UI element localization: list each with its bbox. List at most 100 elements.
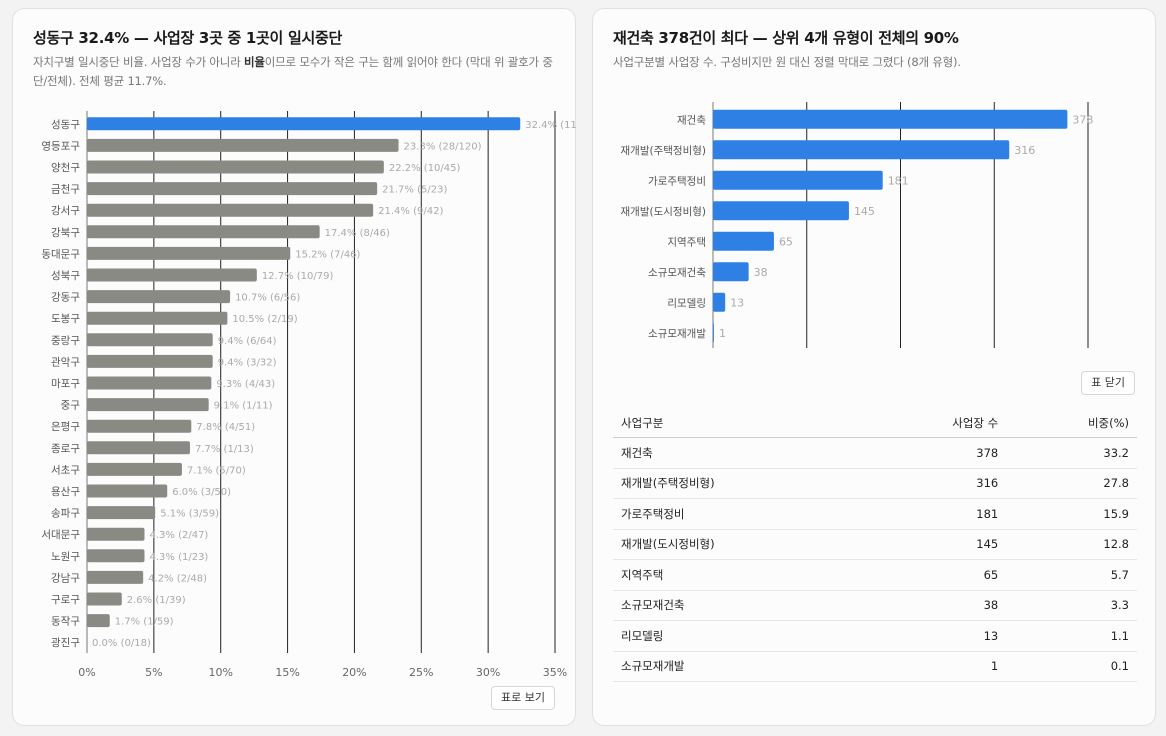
cell-count: 316	[864, 468, 1007, 499]
table-row: 재개발(주택정비형) 316 27.8	[613, 468, 1137, 499]
cell-count: 181	[864, 498, 1007, 530]
value-label: 21.4% (9/42)	[378, 206, 443, 217]
bar	[713, 231, 774, 251]
bar	[87, 419, 192, 433]
category-label: 구로구	[51, 594, 80, 606]
category-label: 재건축	[677, 114, 706, 126]
tick-label: 10%	[208, 666, 232, 679]
category-label: 은평구	[51, 421, 80, 433]
cell-share: 27.8	[1006, 468, 1137, 499]
category-label: 마포구	[51, 378, 80, 390]
cell-type: 재개발(주택정비형)	[613, 468, 865, 499]
table-header-row: 사업구분 사업장 수 비중(%)	[613, 409, 1137, 438]
value-label: 13	[730, 296, 744, 309]
cell-type: 재건축	[613, 437, 865, 469]
value-label: 2.6% (1/39)	[127, 595, 186, 606]
close-table-button[interactable]: 표 닫기	[1081, 371, 1135, 395]
bar	[87, 225, 320, 239]
table-row: 가로주택정비 181 15.9	[613, 498, 1137, 530]
bar	[713, 323, 714, 343]
value-label: 10.7% (6/56)	[235, 293, 300, 304]
value-label: 0.0% (0/18)	[92, 638, 151, 649]
value-label: 21.7% (5/23)	[382, 185, 447, 196]
category-label: 도봉구	[51, 313, 80, 325]
value-label: 22.2% (10/45)	[389, 163, 461, 174]
value-label: 145	[854, 205, 875, 218]
cell-type: 리모델링	[613, 620, 865, 652]
bar	[87, 462, 182, 476]
tick-label: 0%	[78, 666, 95, 679]
value-label: 1.7% (1/59)	[115, 617, 174, 628]
category-label: 강서구	[51, 205, 80, 217]
value-label: 23.3% (28/120)	[404, 141, 482, 152]
cell-type: 지역주택	[613, 559, 865, 591]
cell-share: 0.1	[1006, 651, 1137, 682]
category-label: 동작구	[51, 616, 80, 628]
bar	[87, 138, 399, 152]
cell-type: 재개발(도시정비형)	[613, 529, 865, 560]
category-label: 강남구	[51, 572, 80, 584]
bar	[713, 170, 883, 190]
show-table-button[interactable]: 표로 보기	[491, 686, 555, 710]
cell-count: 13	[864, 620, 1007, 652]
value-label: 65	[779, 235, 793, 248]
category-label: 강동구	[51, 292, 80, 304]
left-chart-title: 성동구 32.4% — 사업장 3곳 중 1곳이 일시중단	[33, 29, 342, 47]
value-label: 38	[754, 266, 768, 279]
table-row: 재건축 378 33.2	[613, 437, 1137, 469]
value-label: 9.3% (4/43)	[216, 379, 275, 390]
value-label: 378	[1072, 113, 1093, 126]
tick-label: 20%	[342, 666, 366, 679]
cell-share: 33.2	[1006, 437, 1137, 469]
category-label: 중랑구	[51, 335, 80, 347]
bar	[87, 117, 521, 131]
bar	[87, 441, 190, 455]
cell-count: 65	[864, 559, 1007, 591]
bar	[87, 592, 122, 606]
category-label: 노원구	[51, 551, 80, 563]
right-chart-title: 재건축 378건이 최다 — 상위 4개 유형이 전체의 90%	[613, 29, 959, 47]
left-desc-pre: 자치구별 일시중단 비율. 사업장 수가 아니라	[33, 55, 245, 69]
bar	[87, 506, 156, 520]
bar	[87, 268, 257, 282]
header-count: 사업장 수	[864, 409, 1007, 438]
cell-count: 38	[864, 590, 1007, 621]
bar	[713, 140, 1010, 160]
left-chart-description: 자치구별 일시중단 비율. 사업장 수가 아니라 비율이므로 모수가 작은 구는…	[33, 53, 558, 91]
cell-share: 3.3	[1006, 590, 1137, 621]
district-chart-card: 성동구 32.4% — 사업장 3곳 중 1곳이 일시중단 자치구별 일시중단 …	[12, 8, 577, 726]
value-label: 15.2% (7/46)	[295, 249, 360, 260]
bar	[87, 570, 144, 584]
cell-type: 가로주택정비	[613, 498, 865, 530]
value-label: 4.2% (2/48)	[148, 573, 207, 584]
category-label: 중구	[61, 400, 81, 412]
tick-label: 25%	[409, 666, 433, 679]
value-label: 7.7% (1/13)	[195, 444, 254, 455]
bar	[87, 376, 212, 390]
left-desc-post: 이므로 모수가 작은 구는 함께 읽어야 한다 (막대 위 괄호가 중단/전체)…	[33, 55, 553, 88]
cell-type: 소규모재개발	[613, 651, 865, 682]
bar	[87, 203, 374, 217]
value-label: 7.8% (4/51)	[196, 422, 255, 433]
bar	[87, 311, 228, 325]
bar	[87, 549, 145, 563]
bar	[87, 484, 168, 498]
tick-label: 35%	[543, 666, 567, 679]
cell-share: 5.7	[1006, 559, 1137, 591]
category-label: 지역주택	[667, 236, 706, 248]
bar	[87, 160, 384, 174]
cell-count: 378	[864, 437, 1007, 469]
cell-count: 145	[864, 529, 1007, 560]
tick-label: 5%	[145, 666, 162, 679]
table-row: 지역주택 65 5.7	[613, 559, 1137, 591]
value-label: 6.0% (3/50)	[172, 487, 231, 498]
category-label: 양천구	[51, 162, 80, 174]
value-label: 4.3% (2/47)	[149, 530, 208, 541]
value-label: 10.5% (2/19)	[232, 314, 297, 325]
category-label: 재개발(도시정비형)	[621, 206, 706, 218]
tick-label: 15%	[275, 666, 299, 679]
value-label: 12.7% (10/79)	[262, 271, 334, 282]
category-label: 동대문구	[41, 248, 80, 260]
value-label: 181	[888, 174, 909, 187]
category-label: 송파구	[51, 508, 80, 520]
